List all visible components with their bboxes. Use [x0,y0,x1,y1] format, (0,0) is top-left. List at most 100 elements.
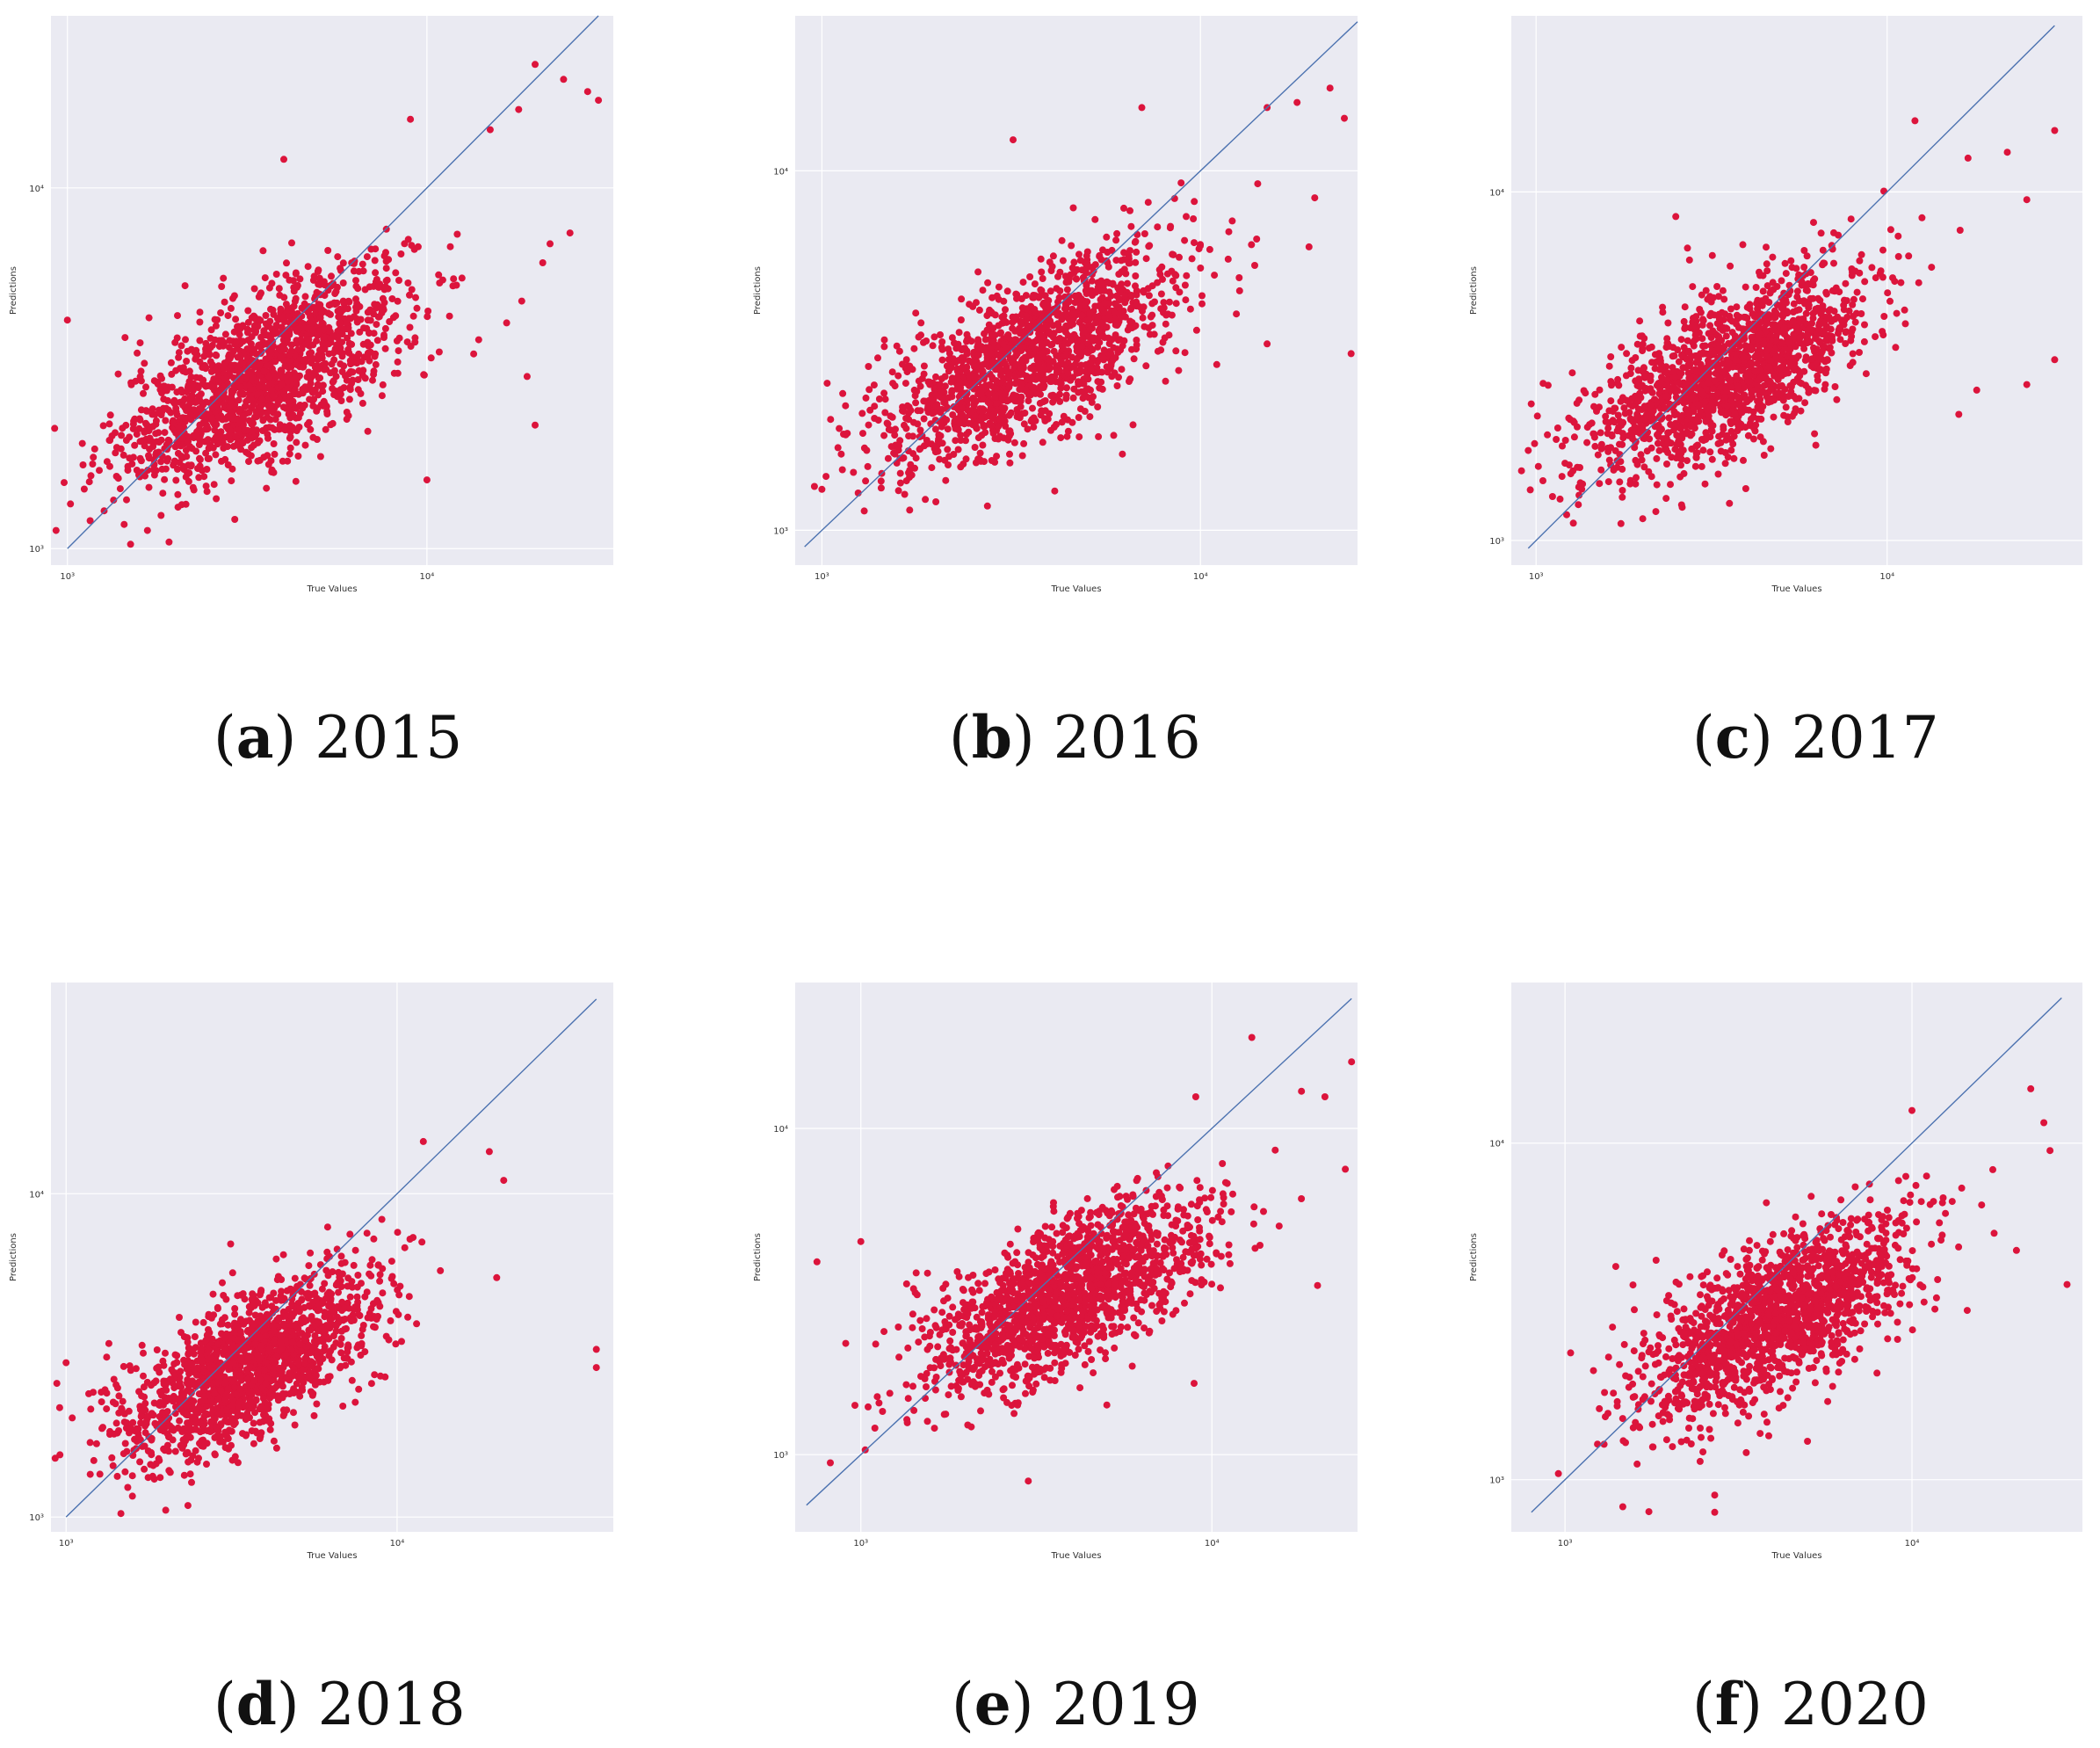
data-point [990,410,998,418]
data-point [1744,432,1752,439]
data-point [1775,382,1783,390]
data-point [1677,336,1685,344]
data-point [954,382,962,390]
data-point [1680,344,1688,352]
data-point [1038,268,1046,276]
data-point [1144,199,1152,207]
data-point [995,423,1003,431]
data-point [63,316,71,324]
data-point [993,400,1001,408]
data-point [191,348,199,356]
data-point [1697,410,1705,418]
data-point [1857,250,1865,258]
data-point [1113,322,1121,329]
data-point [1061,305,1068,313]
data-point [363,253,371,261]
data-point [2051,127,2059,134]
data-point [1897,279,1905,286]
data-point [1713,283,1721,290]
data-point [1063,384,1070,392]
data-point [214,316,221,323]
data-point [1087,366,1095,374]
data-point [1130,355,1138,363]
data-point [286,276,293,284]
data-point [1785,369,1792,377]
data-point [381,283,389,291]
data-point [1094,357,1102,364]
data-point [1596,386,1604,394]
data-point [1748,415,1755,423]
data-point [187,462,195,470]
data-point [1125,259,1133,267]
data-point [306,350,313,358]
data-point [1575,491,1583,499]
data-point [1710,350,1718,358]
y-axis-label: Predictions [753,266,763,315]
data-point [239,412,247,420]
panel-d: 10³ 10⁴ 10³ 10⁴ True Values Predictions (d) 2… [0,967,633,1738]
data-point [1861,278,1869,286]
data-point [1763,267,1771,275]
data-point [1039,439,1046,446]
data-point [1698,335,1706,343]
data-point [977,387,985,395]
data-point [272,271,280,278]
data-point [271,450,279,458]
data-point [395,347,402,355]
data-point [1003,397,1011,405]
data-point [1817,308,1825,316]
data-point [278,367,286,375]
data-point [1680,469,1688,477]
data-point [106,437,114,444]
data-point [196,374,204,382]
data-point [1778,372,1785,380]
data-point [1151,298,1158,306]
data-point [1817,229,1825,237]
data-point [1664,429,1672,437]
data-point [1676,424,1684,432]
data-point [1539,477,1546,484]
data-point [1046,287,1054,295]
data-point [114,370,122,378]
data-point [914,407,922,415]
data-point [1086,325,1094,333]
data-point [374,313,382,321]
data-point [196,308,204,316]
data-point [235,330,243,338]
data-point [1756,395,1764,403]
data-point [1732,356,1740,364]
data-point [177,453,185,460]
data-point [1161,334,1169,342]
data-point [316,374,324,382]
data-point [161,475,169,483]
data-point [378,392,386,400]
data-point [1591,442,1599,450]
data-point [189,387,197,394]
data-point [1831,383,1839,390]
data-point [148,405,156,413]
data-point [286,444,294,452]
data-point [850,468,858,476]
x-axis-label: True Values [1050,584,1101,594]
data-point [206,344,214,352]
data-point [202,339,210,347]
data-point [279,403,287,411]
y-tick-label: 10⁴ [29,185,44,194]
data-point [1686,324,1694,331]
data-point [1727,262,1734,270]
data-point [286,434,293,442]
data-point [865,386,873,394]
x-axis-label: True Values [306,584,357,594]
x-tick-label: 10³ [60,572,75,582]
data-point [1140,303,1148,311]
data-point [937,432,945,439]
data-point [1305,243,1313,250]
data-point [1721,393,1728,401]
data-point [1811,353,1819,361]
data-point [1140,288,1148,296]
data-point [1154,223,1162,231]
data-point [1005,427,1013,435]
data-point [195,474,203,482]
data-point [1010,439,1018,446]
data-point [1796,297,1803,305]
